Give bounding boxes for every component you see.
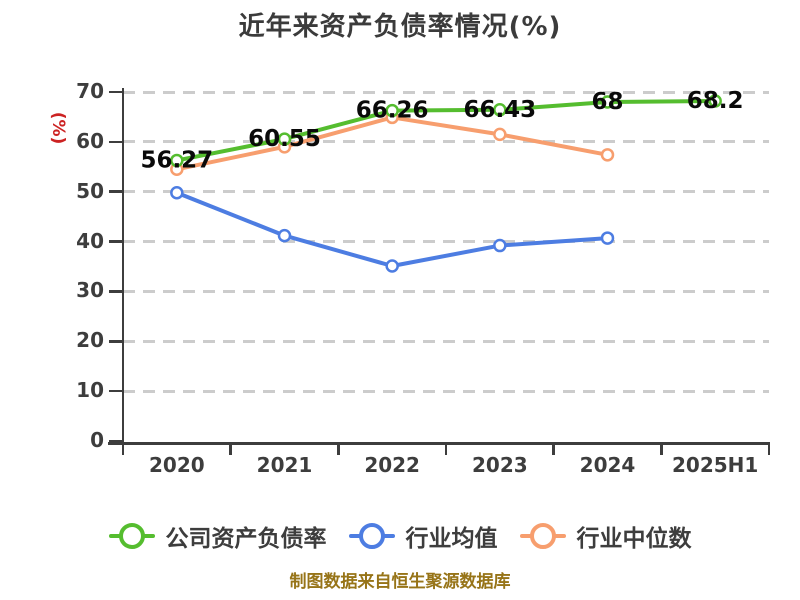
y-tick-label: 20 xyxy=(76,328,104,353)
gridline xyxy=(123,90,769,94)
data-point-label-company: 60.55 xyxy=(248,126,321,152)
data-point-label-company: 56.27 xyxy=(140,147,213,173)
y-tick-mark xyxy=(109,190,122,193)
x-tick-label: 2020 xyxy=(148,453,205,477)
x-tick-mark xyxy=(337,444,340,455)
x-tick-mark xyxy=(121,444,125,455)
chart-title: 近年来资产负债率情况(%) xyxy=(238,12,562,42)
y-axis-line xyxy=(121,88,124,453)
legend-item-industry-mean: 行业均值 xyxy=(348,519,498,553)
y-tick-label: 70 xyxy=(76,79,104,103)
y-tick-mark xyxy=(109,90,122,94)
legend-item-industry-median: 行业中位数 xyxy=(519,519,692,553)
data-source-caption: 制图数据来自恒生聚源数据库 xyxy=(289,572,511,592)
data-point-marker-company xyxy=(600,95,615,109)
y-tick-label: 30 xyxy=(76,278,104,303)
data-point-label-company: 66.43 xyxy=(463,97,536,123)
y-tick-label: 60 xyxy=(76,128,104,153)
x-tick-mark xyxy=(767,444,771,455)
legend: 公司资产负债率 行业均值 行业中位数 xyxy=(0,519,800,553)
x-tick-label: 2025H1 xyxy=(671,453,759,477)
x-tick-mark xyxy=(229,444,232,455)
data-point-marker-industry-median xyxy=(600,148,615,162)
y-tick-mark xyxy=(109,389,122,393)
gridline xyxy=(123,339,769,343)
gridline xyxy=(123,289,769,293)
data-point-marker-company xyxy=(385,103,399,118)
y-tick-mark xyxy=(109,439,122,443)
x-tick-label: 2023 xyxy=(471,453,528,477)
data-point-marker-company xyxy=(493,103,507,117)
y-tick-mark xyxy=(109,290,122,293)
data-point-marker-industry-median xyxy=(493,127,507,142)
x-tick-mark xyxy=(444,444,448,455)
legend-label-industry-mean: 行业均值 xyxy=(405,526,498,552)
legend-item-company: 公司资产负债率 xyxy=(108,519,327,553)
gridline xyxy=(123,190,769,194)
legend-marker-company-icon xyxy=(108,523,155,549)
x-tick-label: 2021 xyxy=(256,453,313,477)
x-axis-line xyxy=(108,442,770,445)
data-point-marker-company xyxy=(170,153,184,168)
series-line-company xyxy=(176,98,716,163)
data-point-marker-industry-mean xyxy=(385,259,399,273)
y-tick-label: 50 xyxy=(76,178,104,203)
y-tick-label: 40 xyxy=(76,228,104,253)
x-tick-label: 2022 xyxy=(364,453,420,477)
y-tick-label: 0 xyxy=(90,428,104,452)
gridline xyxy=(123,389,769,393)
legend-label-industry-median: 行业中位数 xyxy=(576,526,692,552)
y-tick-mark xyxy=(109,140,122,144)
x-tick-mark xyxy=(660,444,663,455)
x-tick-mark xyxy=(552,444,555,455)
gridline xyxy=(123,240,769,244)
data-point-marker-industry-median xyxy=(385,110,399,125)
x-tick-label: 2024 xyxy=(579,453,636,477)
y-tick-label: 10 xyxy=(76,378,104,403)
data-point-marker-industry-median xyxy=(170,162,184,177)
legend-marker-industry-mean-icon xyxy=(348,523,395,549)
series-line-industry-median xyxy=(176,115,608,172)
data-point-marker-company xyxy=(708,94,722,108)
y-tick-mark xyxy=(109,240,122,243)
legend-label-company: 公司资产负债率 xyxy=(165,526,327,552)
gridline xyxy=(123,140,769,144)
data-point-label-company: 66.26 xyxy=(356,98,429,124)
legend-marker-industry-median-icon xyxy=(519,523,566,549)
series-line-industry-mean xyxy=(176,190,608,269)
y-tick-mark xyxy=(109,340,122,343)
